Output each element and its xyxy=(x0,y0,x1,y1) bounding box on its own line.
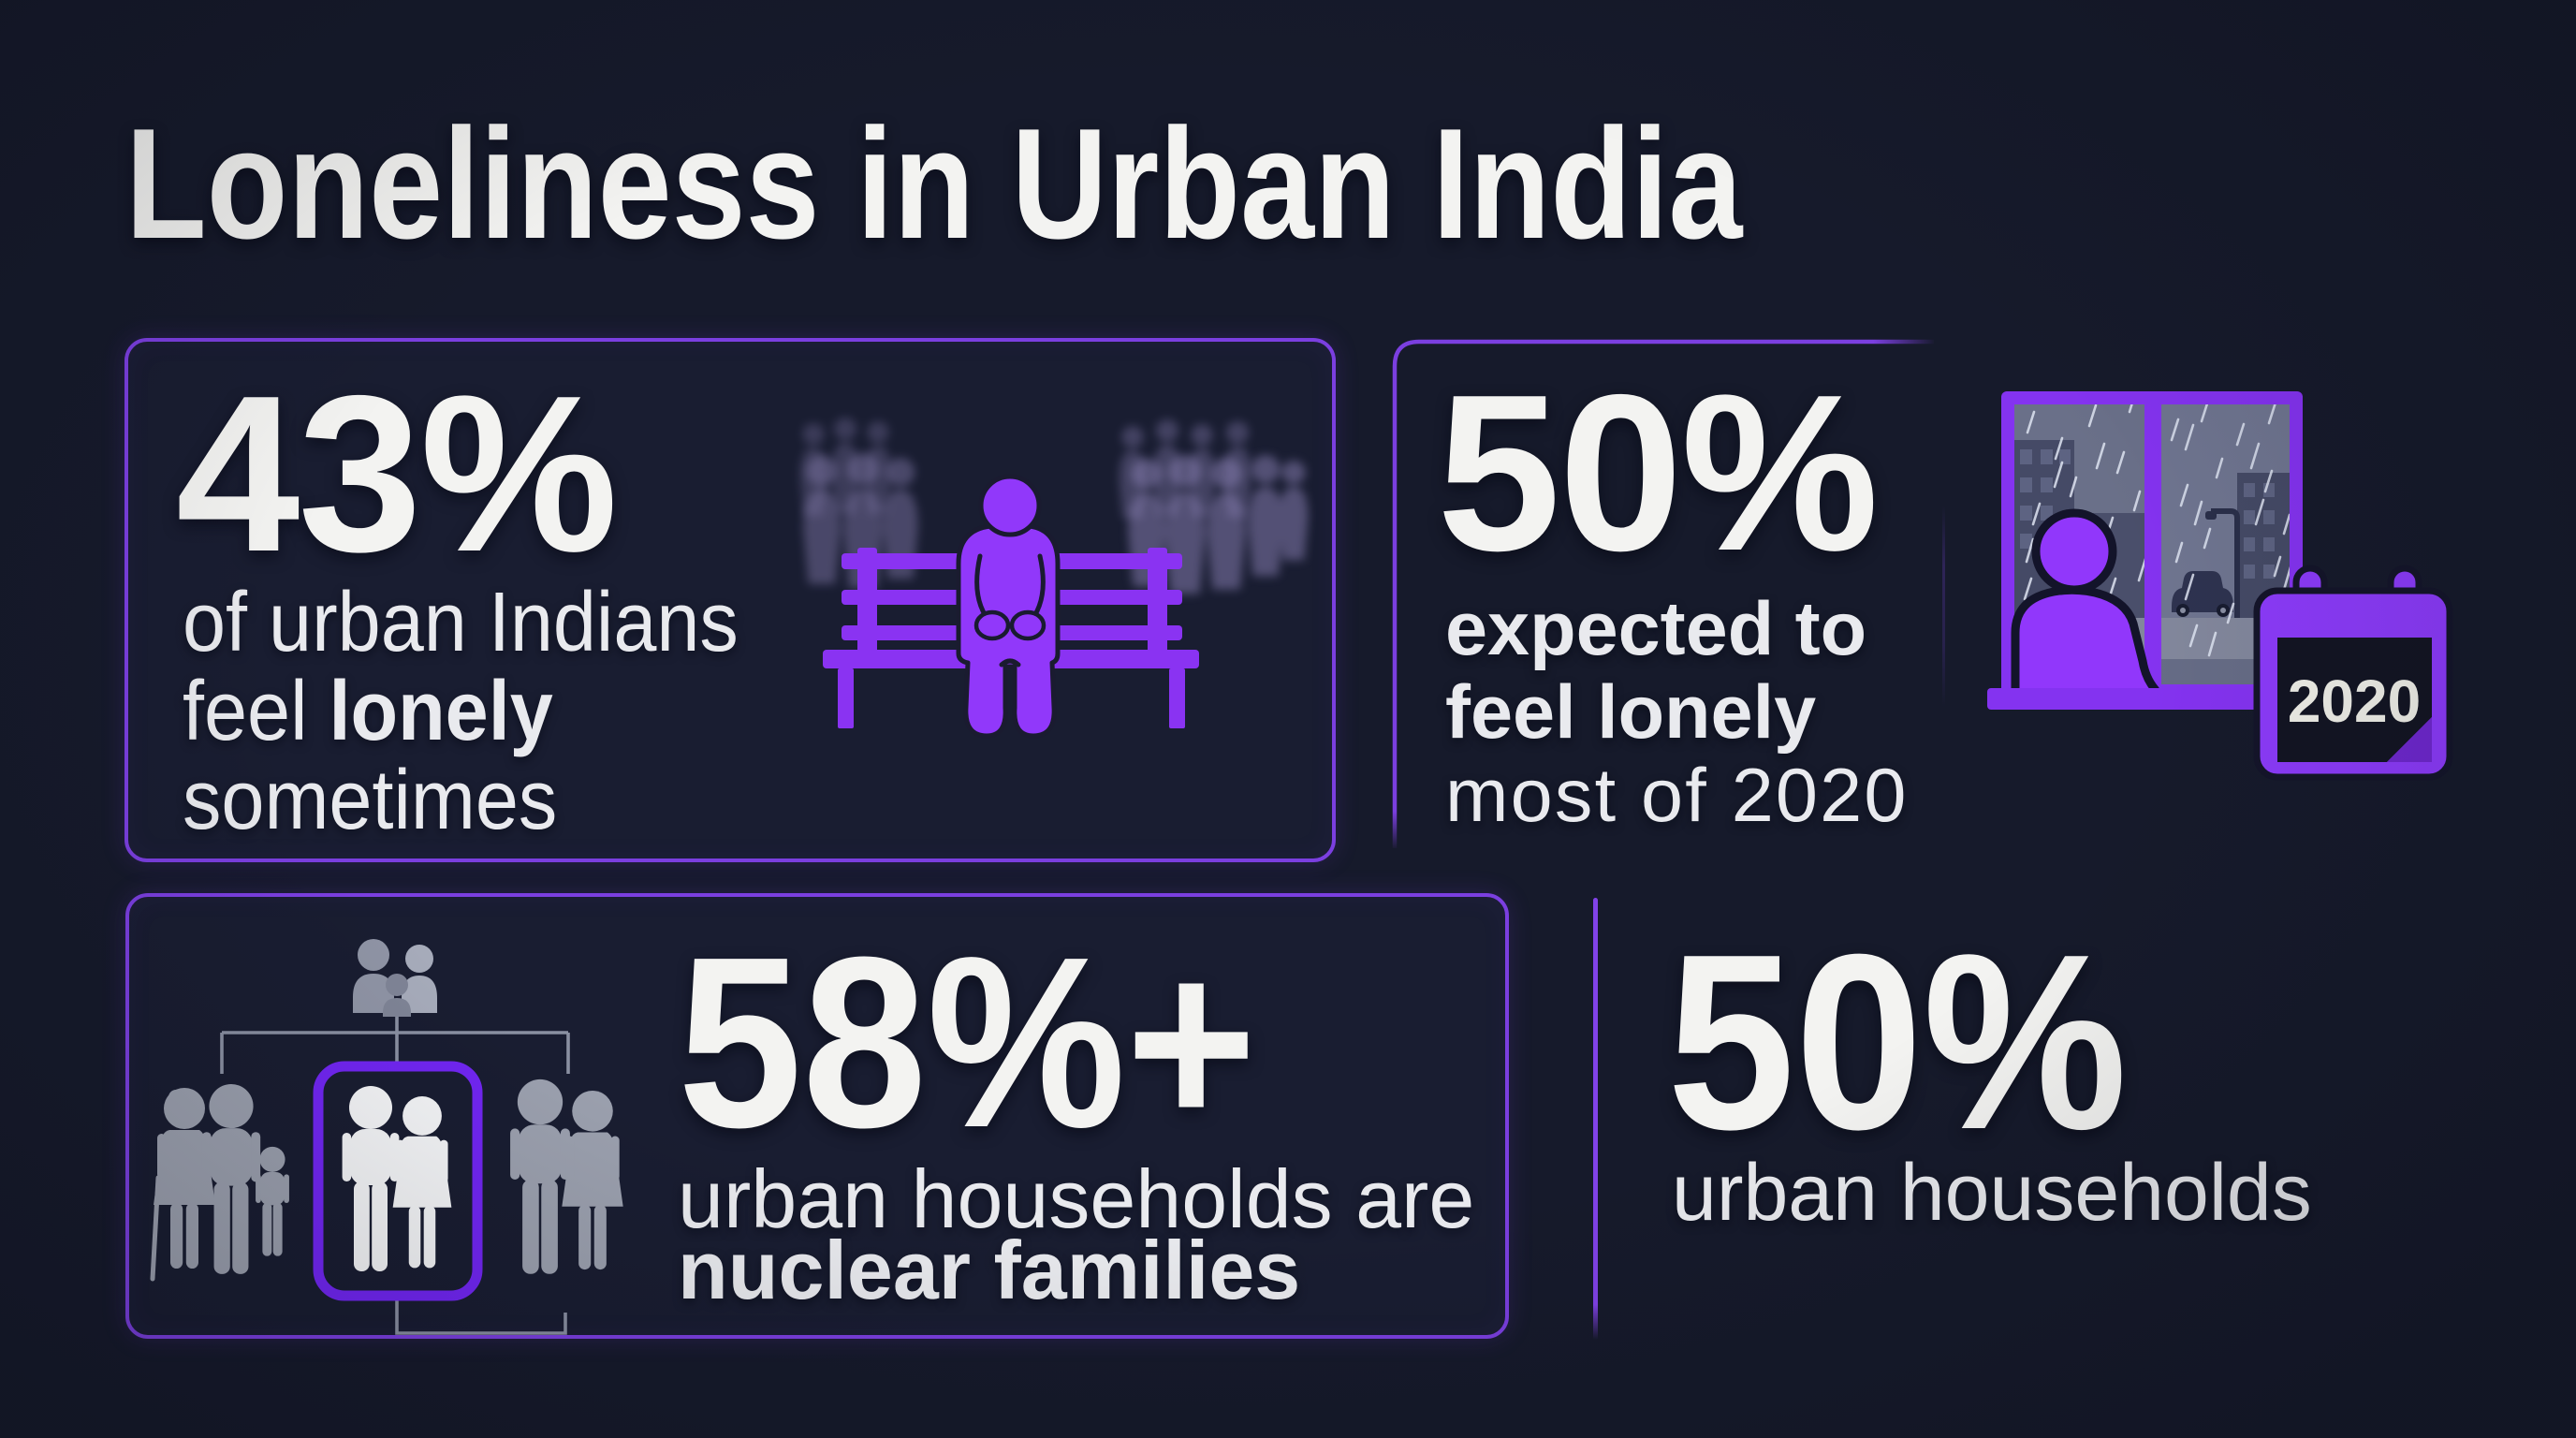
svg-text:2020: 2020 xyxy=(2288,668,2421,735)
